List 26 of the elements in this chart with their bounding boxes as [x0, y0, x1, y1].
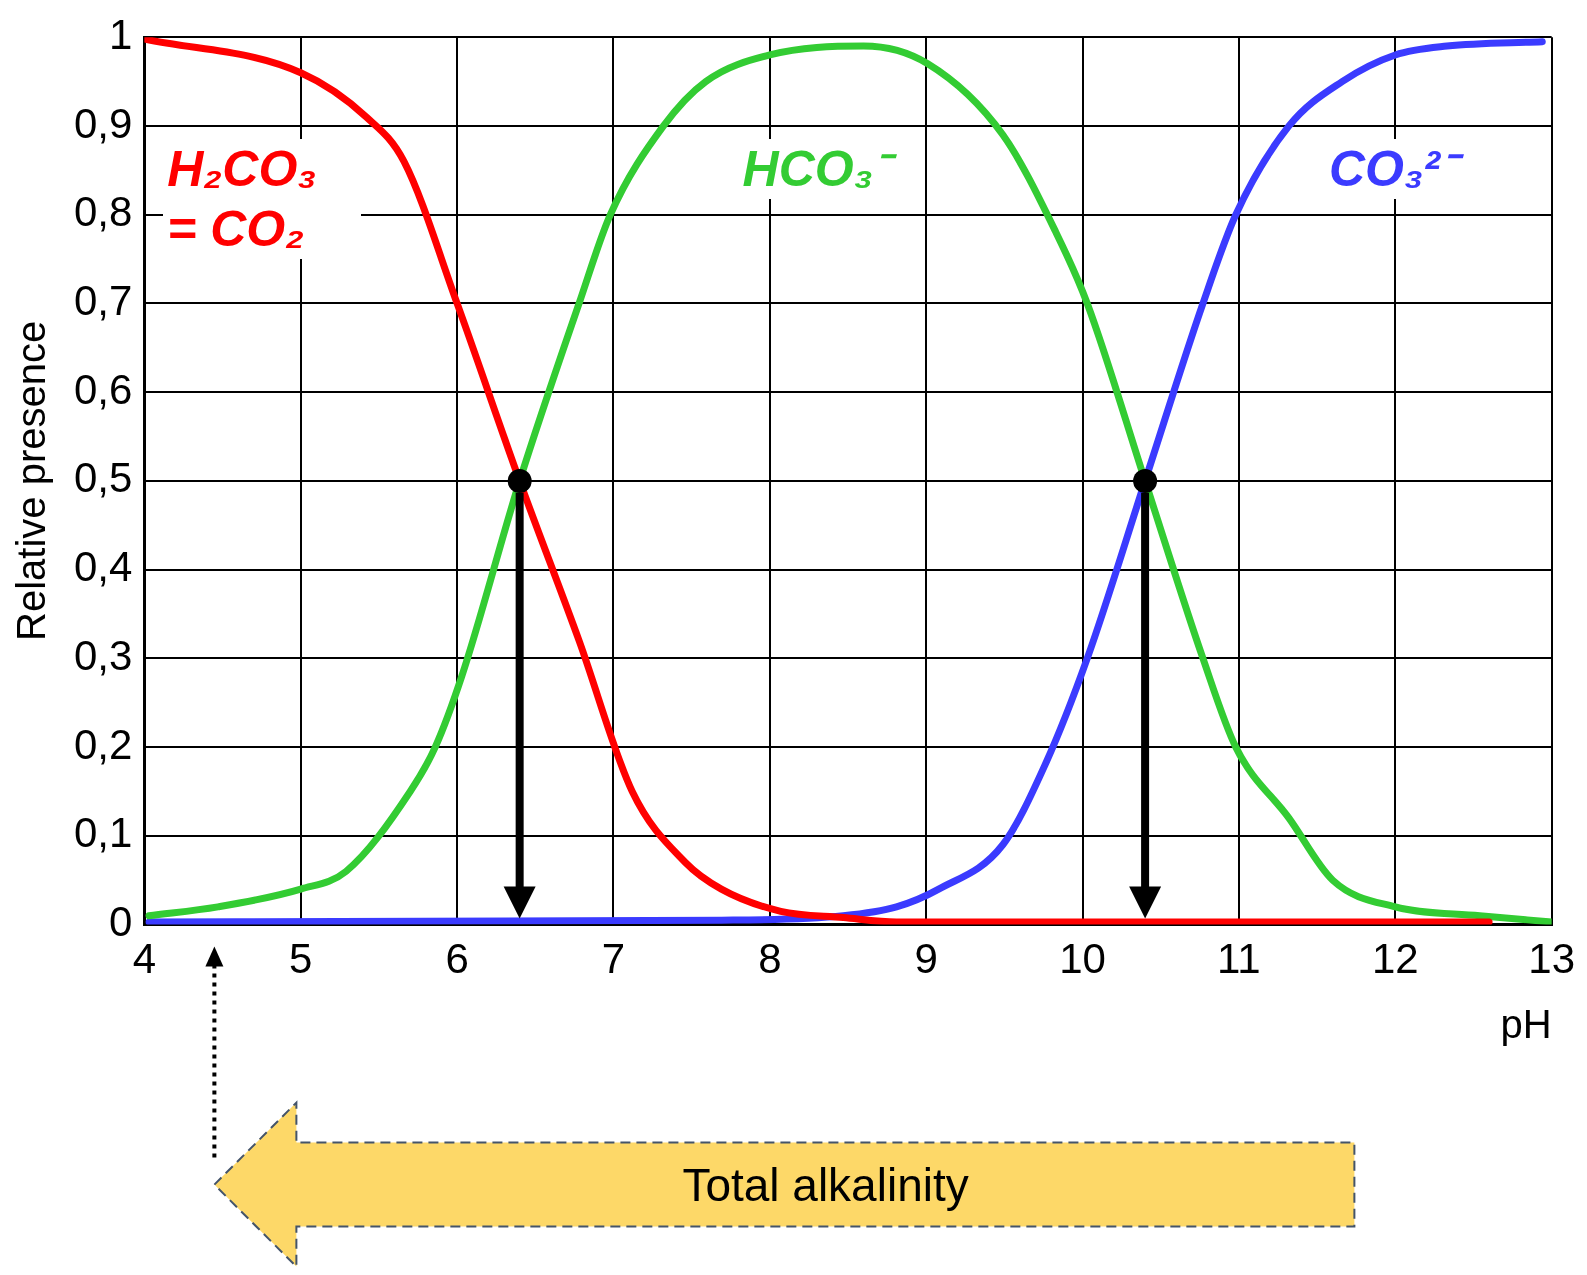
y-tick-label: 0,8: [74, 188, 133, 236]
text: Total alkalinity: [682, 1157, 969, 1212]
series-label: HCO₃⁻: [738, 139, 895, 200]
y-tick-label: 0,7: [74, 277, 133, 324]
y-tick-label: 0,9: [74, 99, 133, 147]
y-tick-label: 0: [109, 898, 133, 946]
y-tick-label: 0,6: [74, 365, 133, 413]
x-tick-label: 10: [1059, 935, 1106, 983]
series-label: H₂CO₃ = CO₂: [163, 139, 362, 260]
x-tick-label: 7: [601, 935, 626, 983]
x-tick-label: 11: [1217, 935, 1261, 983]
y-axis-title: Relative presence: [9, 320, 54, 641]
x-axis-title: pH: [1500, 1002, 1552, 1047]
x-tick-label: 4: [132, 935, 157, 983]
x-tick-label: 8: [758, 935, 782, 983]
x-tick-label: 5: [289, 935, 313, 983]
x-tick-label: 6: [445, 935, 469, 983]
x-tick-label: 12: [1371, 935, 1419, 983]
x-tick-label: 9: [914, 935, 938, 983]
y-tick-label: 0,2: [74, 720, 133, 768]
x-tick-label: 13: [1528, 935, 1575, 983]
y-tick-label: 0,1: [74, 809, 133, 857]
y-tick-label: 0,3: [74, 631, 133, 679]
y-tick-label: 1: [109, 10, 133, 58]
y-tick-label: 0,4: [74, 543, 133, 591]
y-tick-label: 0,5: [74, 454, 133, 502]
